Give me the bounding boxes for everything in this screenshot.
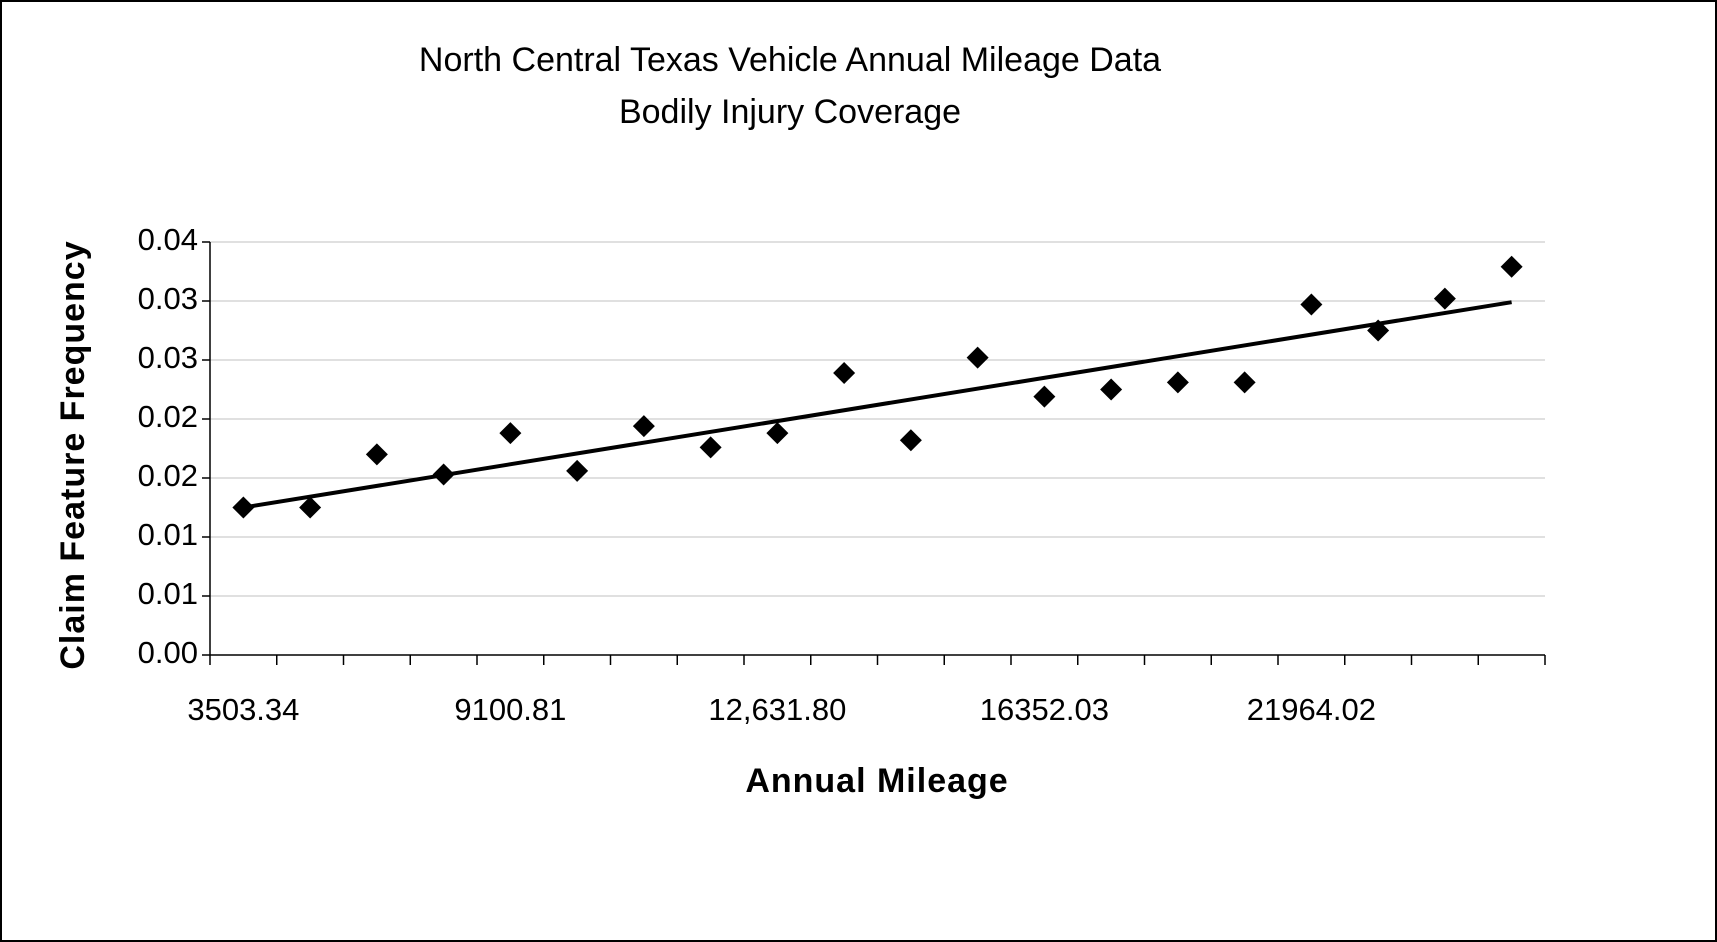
y-tick-label: 0.03 [138, 281, 198, 316]
marker [833, 361, 856, 384]
marker [1433, 287, 1456, 310]
marker [566, 459, 589, 482]
y-tick-label: 0.04 [138, 222, 198, 257]
marker [365, 443, 388, 466]
marker [432, 463, 455, 486]
marker [1033, 385, 1056, 408]
chart-subtitle: Bodily Injury Coverage [619, 93, 961, 131]
y-tick-label: 0.03 [138, 340, 198, 375]
y-axis-title: Claim Feature Frequency [54, 240, 92, 669]
marker [1233, 371, 1256, 394]
marker [899, 429, 922, 452]
marker [766, 422, 789, 445]
marker [1367, 319, 1390, 342]
trendline [243, 300, 1512, 510]
marker [1166, 371, 1189, 394]
marker [499, 422, 522, 445]
marker [966, 346, 989, 369]
x-tick-label: 12,631.80 [708, 692, 846, 727]
x-tick-label: 16352.03 [980, 692, 1109, 727]
marker [1300, 293, 1323, 316]
marker [632, 415, 655, 438]
marker [232, 496, 255, 519]
y-tick-label: 0.00 [138, 635, 198, 670]
x-tick-label: 3503.34 [187, 692, 299, 727]
x-axis-title: Annual Mileage [745, 762, 1008, 800]
marker [1500, 255, 1523, 278]
marker [699, 436, 722, 459]
x-tick-label: 21964.02 [1247, 692, 1376, 727]
marker [1100, 378, 1123, 401]
x-tick-label: 9100.81 [454, 692, 566, 727]
y-tick-label: 0.02 [138, 458, 198, 493]
y-tick-label: 0.02 [138, 399, 198, 434]
y-tick-label: 0.01 [138, 576, 198, 611]
marker [299, 496, 322, 519]
y-tick-label: 0.01 [138, 517, 198, 552]
chart-title: North Central Texas Vehicle Annual Milea… [419, 41, 1161, 79]
